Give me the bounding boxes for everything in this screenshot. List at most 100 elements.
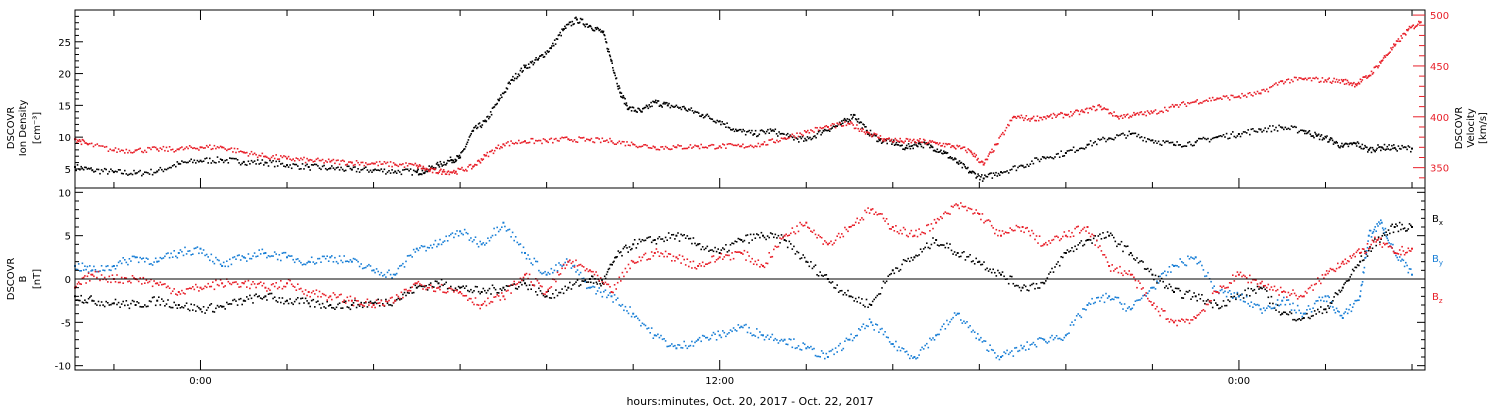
b-field-by-point bbox=[484, 244, 486, 246]
b-field-bz-point bbox=[266, 290, 268, 292]
velocity-point bbox=[828, 128, 831, 130]
b-field-by-point bbox=[1388, 242, 1390, 244]
b-field-bz-point bbox=[612, 291, 614, 294]
b-field-bx-point bbox=[1328, 307, 1330, 309]
b-field-bx-point bbox=[1187, 291, 1189, 293]
b-field-by-point bbox=[1346, 312, 1349, 315]
ion-density-point bbox=[1356, 141, 1359, 143]
b-field-bx-point bbox=[1105, 236, 1107, 239]
b-field-bz-point bbox=[598, 279, 600, 282]
b-field-bz-point bbox=[545, 291, 548, 293]
b-field-bz-point bbox=[350, 299, 353, 302]
b-field-bx-point bbox=[1381, 235, 1384, 237]
velocity-point bbox=[472, 165, 475, 168]
velocity-point bbox=[1379, 61, 1381, 63]
b-field-by-point bbox=[587, 286, 590, 289]
velocity-point bbox=[1091, 108, 1093, 111]
ion-density-point bbox=[730, 128, 732, 131]
ion-density-point bbox=[648, 104, 650, 106]
b-field-bz-point bbox=[1292, 289, 1294, 291]
b-field-bx-point bbox=[973, 263, 976, 265]
ion-density-point bbox=[1250, 128, 1253, 131]
b-field-bx-point bbox=[613, 260, 615, 263]
b-field-bz-point bbox=[1096, 239, 1098, 242]
velocity-point bbox=[921, 141, 924, 144]
ion-density-point bbox=[1074, 151, 1076, 153]
ion-density-point bbox=[1390, 148, 1392, 151]
b-field-bx-point bbox=[221, 305, 224, 308]
b-field-bx-point bbox=[1227, 299, 1229, 301]
b-field-bz-point bbox=[1381, 246, 1384, 248]
ion-density-point bbox=[1043, 156, 1046, 159]
b-field-by-point bbox=[1074, 319, 1076, 321]
ion-density-point bbox=[1099, 139, 1101, 141]
ion-density-point bbox=[491, 107, 494, 109]
b-field-by-point bbox=[598, 287, 600, 289]
b-field-bx-point bbox=[1040, 281, 1042, 284]
b-field-bz-point bbox=[454, 289, 457, 291]
ion-density-point bbox=[707, 115, 710, 118]
b-field-bz-point bbox=[1384, 243, 1386, 246]
b-field-bz-point bbox=[1164, 310, 1166, 312]
ion-density-point bbox=[1083, 148, 1086, 150]
b-field-bz-point bbox=[250, 283, 253, 286]
b-field-by-point bbox=[445, 235, 447, 238]
b-field-bz-point bbox=[1216, 291, 1219, 293]
ion-density-point bbox=[290, 167, 293, 170]
ion-density-point bbox=[480, 126, 483, 129]
velocity-point bbox=[538, 139, 540, 142]
velocity-point bbox=[824, 125, 826, 128]
velocity-point bbox=[994, 143, 996, 146]
b-field-bx-point bbox=[77, 299, 80, 302]
b-field-by-point bbox=[252, 255, 254, 257]
velocity-point bbox=[712, 144, 715, 146]
b-field-by-point bbox=[1387, 239, 1389, 242]
b-field-bx-point bbox=[890, 272, 892, 275]
b-field-by-point bbox=[511, 231, 514, 234]
velocity-point bbox=[1057, 113, 1060, 116]
b-field-by-point bbox=[275, 253, 277, 255]
velocity-point bbox=[391, 165, 393, 168]
b-field-by-point bbox=[112, 265, 115, 267]
ion-density-point bbox=[520, 67, 523, 70]
ion-density-point bbox=[1328, 138, 1331, 141]
b-field-by-point bbox=[930, 339, 933, 341]
velocity-point bbox=[122, 149, 124, 152]
ion-density-point bbox=[1159, 143, 1161, 146]
b-field-by-series bbox=[74, 219, 1413, 361]
ion-density-point bbox=[1094, 140, 1096, 143]
b-field-bx-point bbox=[632, 243, 635, 246]
b-field-by-point bbox=[148, 263, 151, 265]
velocity-point bbox=[1179, 104, 1181, 106]
ion-density-point bbox=[1045, 157, 1047, 160]
b-field-bz-point bbox=[171, 290, 174, 292]
ion-density-point bbox=[1174, 144, 1177, 147]
ion-density-point bbox=[918, 142, 921, 144]
ion-density-point bbox=[1262, 129, 1265, 132]
ion-density-point bbox=[929, 146, 931, 149]
b-field-bz-point bbox=[128, 280, 131, 282]
velocity-point bbox=[92, 145, 95, 148]
b-field-bx-point bbox=[637, 243, 639, 245]
velocity-point bbox=[458, 168, 461, 170]
b-field-bx-point bbox=[280, 301, 282, 304]
top-left-ylabel-line-3: [cm⁻³] bbox=[32, 112, 43, 144]
b-field-bz-point bbox=[365, 301, 367, 303]
b-field-bz-point bbox=[1023, 231, 1025, 234]
b-field-bx-point bbox=[327, 305, 330, 307]
b-field-by-point bbox=[678, 344, 681, 346]
b-field-bz-point bbox=[870, 208, 873, 211]
velocity-point bbox=[976, 159, 978, 161]
b-field-bz-point bbox=[423, 284, 426, 287]
b-field-bx-point bbox=[1176, 287, 1178, 290]
velocity-point bbox=[263, 155, 265, 158]
b-field-bx-point bbox=[1224, 304, 1226, 307]
b-field-bz-point bbox=[307, 291, 310, 293]
b-field-bx-point bbox=[1131, 254, 1134, 257]
ion-density-point bbox=[559, 31, 561, 34]
b-field-by-point bbox=[790, 338, 792, 341]
b-field-bz-point bbox=[1259, 282, 1262, 285]
b-field-by-point bbox=[76, 268, 79, 271]
velocity-point bbox=[397, 165, 400, 168]
b-field-bx-point bbox=[1293, 318, 1296, 321]
